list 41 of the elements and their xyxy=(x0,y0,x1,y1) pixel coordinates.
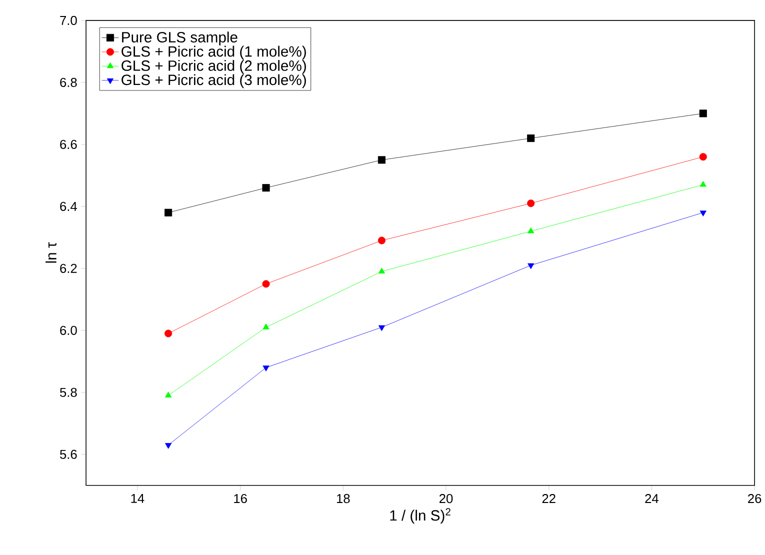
x-tick-label: 20 xyxy=(440,494,453,503)
point xyxy=(528,227,534,234)
point xyxy=(527,199,535,207)
point xyxy=(378,268,386,274)
x-tick-label: 24 xyxy=(645,494,658,503)
point xyxy=(700,180,706,187)
legend-label: GLS + Picric acid (3 mole%) xyxy=(122,74,306,88)
legend-label: GLS + Picric acid (1 mole%) xyxy=(122,46,306,60)
point xyxy=(164,208,172,216)
legend-label: GLS + Picric acid (2 mole%) xyxy=(122,60,306,74)
point xyxy=(699,110,707,118)
point xyxy=(378,156,386,164)
x-tick-label: 16 xyxy=(234,494,247,503)
y-tick-label: 6.0 xyxy=(60,326,77,335)
point xyxy=(378,236,386,244)
point xyxy=(700,210,706,216)
y-tick-label: 6.6 xyxy=(60,140,77,149)
point xyxy=(527,134,535,142)
x-axis-title: 1 / (ln S)$^{2}$ xyxy=(390,508,450,524)
point xyxy=(378,325,386,331)
y-tick-label: 5.6 xyxy=(60,450,77,459)
x-tick-label: 18 xyxy=(336,494,350,503)
x-tick-label: 14 xyxy=(131,494,144,503)
point xyxy=(262,323,270,330)
point xyxy=(165,442,172,449)
x-tick-label: 26 xyxy=(748,494,762,503)
y-tick-label: 6.2 xyxy=(60,264,77,273)
point xyxy=(699,152,707,160)
y-axis-title: ln τ xyxy=(46,242,56,263)
x-tick-label: 22 xyxy=(542,494,556,503)
point xyxy=(164,330,172,338)
legend-label: Pure GLS sample xyxy=(122,31,238,46)
point xyxy=(262,365,270,372)
y-tick-label: 6.8 xyxy=(60,78,77,87)
point xyxy=(165,392,172,398)
point xyxy=(262,184,270,192)
y-tick-label: 7.0 xyxy=(60,16,77,25)
y-tick-label: 5.8 xyxy=(60,388,77,397)
y-tick-label: 6.4 xyxy=(60,202,77,211)
point xyxy=(528,263,534,269)
point xyxy=(262,280,270,288)
